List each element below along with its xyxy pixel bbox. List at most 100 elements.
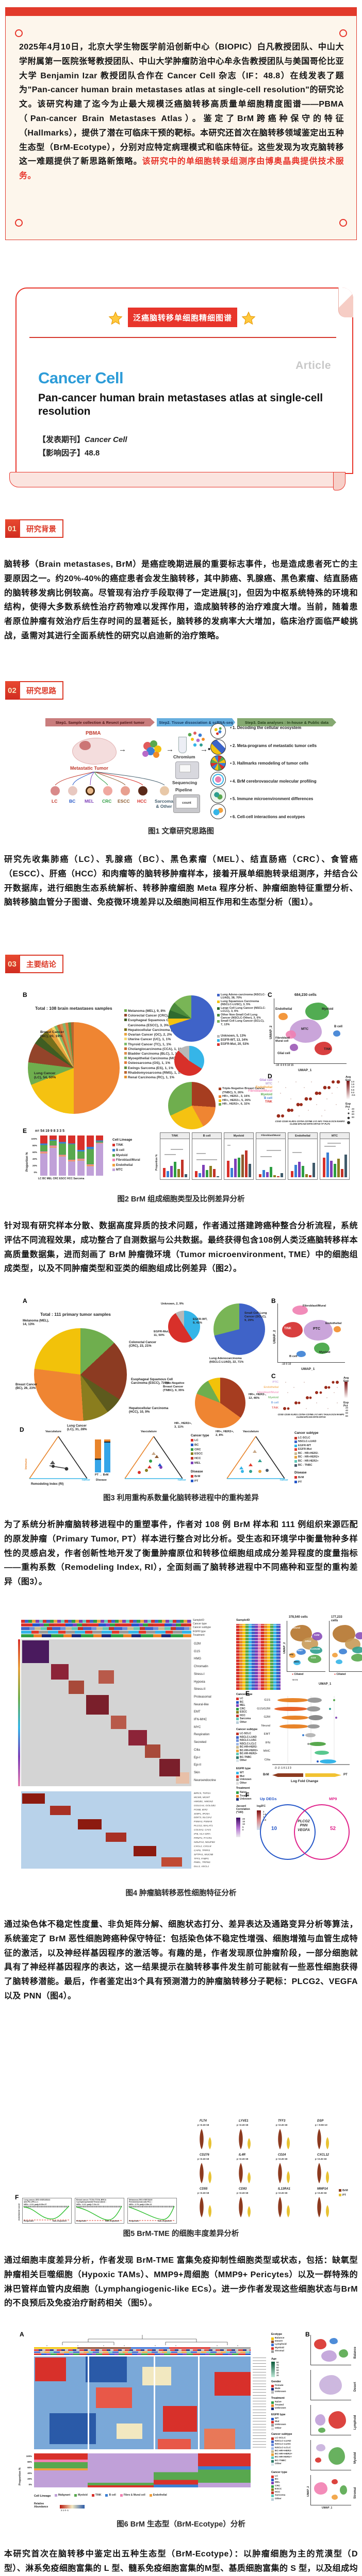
- venn-mp9-label: MP9: [329, 1797, 337, 1801]
- list-item: S05 : CAF-IFN: [280, 2042, 328, 2046]
- list-item: Lung Squamous Carcinoma (NSCLC-LUSC), 3,…: [217, 1000, 266, 1007]
- relative-abundance-title: Relative Abundance: [34, 2502, 48, 2509]
- heatmap-gap: [154, 2357, 155, 2449]
- umap-label: E03: [46, 2047, 51, 2050]
- flow-arrow: →•: [200, 745, 211, 754]
- intro-paragraph: 2025年4月10日，北京大学生物医学前沿创新中心（BIOPIC）白凡教授团队、…: [19, 40, 344, 183]
- corner-dot: [339, 29, 347, 37]
- list-item: E02 : Cap Venous: [88, 2030, 138, 2034]
- brm-bar: [104, 1439, 110, 1472]
- legend-items: Naive Treated Unknown: [236, 1791, 267, 1801]
- list-item: Lung Adeno-carcinoma (NSCLC-LUAD), 38, 7…: [217, 993, 266, 1000]
- row-label: Endothelial: [264, 1386, 278, 1389]
- list-item: BC - HR+HER2-: [294, 1452, 346, 1456]
- list-item: E06 : Tip: [88, 2047, 138, 2052]
- list-item: MEL: [236, 1704, 267, 1707]
- umap-blob-endothelial: [278, 1013, 288, 1020]
- article-tag: Article: [295, 360, 331, 371]
- list-item: Other: [236, 1782, 267, 1785]
- proportion-ticks: 100% 80% 60% 40% 20% 0%: [26, 2455, 32, 2486]
- treatment-legend: Treatment Naive Treated Unknown: [236, 1787, 267, 1801]
- legend-title: Ecotype: [271, 2333, 282, 2336]
- strip-cancer-type: [21, 1623, 191, 1626]
- ternary-immune-label: Immune: [25, 1458, 28, 1469]
- avg-exp-legend-title: Avg Exp: [345, 1076, 351, 1082]
- feature-plot: [20, 2125, 55, 2154]
- umap-label: IFN: [289, 1654, 293, 1656]
- brm-end-label: BrM: [263, 1773, 269, 1776]
- list-item: Lymphoid: [271, 2343, 301, 2347]
- blob-s02: [232, 2035, 243, 2043]
- strip-egfr: [21, 1631, 191, 1634]
- legend-title: EGFR type: [236, 1767, 251, 1770]
- blob-e01: [35, 2066, 61, 2087]
- umap-endothelial: E01 E03 E05 E09: [19, 2026, 87, 2092]
- umap-side-label: Stromal: [354, 2487, 357, 2499]
- row-label: B cell: [271, 1401, 278, 1404]
- list-item: G1S/G2M: [257, 1707, 270, 1710]
- panel-letter-b: B: [271, 1297, 276, 1304]
- umap-side-label: Lymphoid: [354, 2415, 357, 2430]
- breast-subtype-labels: Triple-Negative Breast Cancer (TNBC), 5,…: [219, 1087, 266, 1107]
- list-item: BC: [191, 1443, 220, 1448]
- list-item: NSCLC-LCLC: [236, 1742, 270, 1746]
- umap-label: S06: [256, 2047, 260, 2050]
- star-icon: [241, 311, 256, 325]
- ternary-plot: [29, 1436, 88, 1479]
- metastatic-tumor-label: Metastatic Tumor: [70, 766, 108, 771]
- gene-title: FLT1: [59, 2120, 68, 2123]
- list-item: S03 : CAF-GAP43: [280, 2034, 328, 2038]
- ciliated-legend: ● Ciliated: [334, 1673, 346, 1676]
- disease-axis-label: Disease: [96, 1479, 107, 1482]
- figure-1-caption: 图1 文章研究思路图: [147, 827, 215, 836]
- panel-letter-b: B: [305, 2331, 310, 2338]
- umap-x-ticks: -10 0 10: [282, 1363, 291, 1366]
- expression-y-label: Expression Levels: [188, 2152, 191, 2173]
- blob: [328, 2447, 345, 2465]
- section-title: 研究背景: [19, 519, 63, 538]
- umap-label: Endothelial: [275, 1008, 292, 1011]
- list-item: BC - HR-HER2+: [294, 1460, 346, 1464]
- umap-x-label: UMAP_1: [322, 2506, 333, 2510]
- monitor-screen: count: [176, 797, 198, 808]
- relative-abundance-gradient: [60, 2505, 85, 2509]
- stacked-bar: [96, 1136, 103, 1176]
- chromium-label: Chromium: [173, 754, 195, 759]
- list-item: MHC: [263, 1750, 270, 1753]
- paper-card: 泛癌脑转移单细胞精细图谱 Article Cancer Cell Pan-can…: [15, 287, 353, 474]
- metaprogram-rows: G1S G1S/G2M G2M Neural EMT IFN MHC Cilia: [249, 1696, 270, 1764]
- panel-letter-f: F: [245, 1791, 250, 1799]
- ternary-vasculature-label: Vasculature: [243, 1430, 259, 1433]
- gene-title: PLPP3: [22, 2120, 33, 2123]
- cell-cluster-illustration: [142, 740, 161, 758]
- boxplot-title: Endothelial: [288, 1133, 317, 1139]
- figure-2-composition: B Total : 108 brain metastases samples B…: [13, 990, 355, 1190]
- list-item: NSCLC-LUAD: [236, 1736, 270, 1739]
- list-item: E03 : Capillary: [88, 2035, 138, 2039]
- brm-plot-title: BrM: [107, 2120, 113, 2123]
- list-item: BC-HR+HER2-: [271, 2450, 301, 2453]
- legend-items: WT Mut Unknown Other: [236, 1771, 267, 1785]
- figure-4-hallmarks: SampleID Cancer type Cancer subtype EGFR ty…: [13, 1614, 362, 1884]
- egfr-labels: Unknown, 5, 13% EGFR-WT, 13, 34% EGFR-Mut,…: [217, 1035, 266, 1046]
- umap-label: S04: [233, 2071, 238, 2074]
- impact-factor-label: 【影响因子】: [38, 449, 85, 457]
- umap-label: Neural: [292, 1627, 300, 1630]
- list-item: Unknown: [236, 1798, 267, 1801]
- list-item: 6. Cell-cell interactions and ecotypes: [230, 815, 343, 819]
- blob-g1s: [308, 1655, 321, 1663]
- legend-title: Gender: [271, 2380, 281, 2383]
- list-item: NDUFA3, NDUFB3: [194, 1841, 215, 1844]
- list-item: E04 :: [145, 2043, 151, 2046]
- card-fold-top-right: [338, 287, 353, 317]
- list-item: IFN-MHC: [194, 1718, 207, 1722]
- list-item: Mut: [236, 1775, 267, 1778]
- list-item: Endothelial: [149, 2494, 167, 2497]
- blob: [332, 2479, 338, 2484]
- organ-icon-patient: [160, 786, 169, 795]
- pie-label-hcc: Hepatocellular Carcinoma (HCC), 10, 9%: [129, 1406, 169, 1414]
- jaccard-gradient: [236, 1818, 240, 1837]
- paper-title: Pan-cancer human brain metastases atlas …: [38, 392, 323, 417]
- stacked-bar: [68, 1136, 75, 1176]
- panel-letter-b: B: [23, 991, 27, 998]
